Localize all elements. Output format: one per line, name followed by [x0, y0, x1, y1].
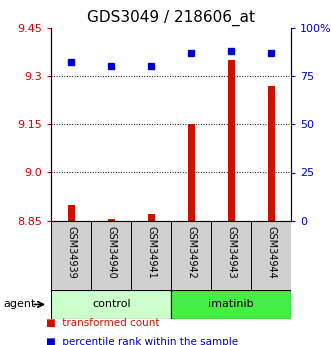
Bar [251, 221, 291, 290]
Text: GSM34939: GSM34939 [66, 226, 76, 279]
Bar [51, 221, 91, 290]
Text: GSM34944: GSM34944 [266, 226, 276, 279]
Bar [68, 205, 75, 221]
Text: control: control [92, 299, 131, 309]
Bar [131, 221, 171, 290]
Bar [148, 214, 155, 221]
Bar [211, 221, 251, 290]
Bar [51, 290, 171, 319]
Bar [188, 124, 195, 221]
Bar [108, 219, 115, 221]
Text: ■  transformed count: ■ transformed count [46, 318, 160, 327]
Text: GSM34942: GSM34942 [186, 226, 196, 279]
Title: GDS3049 / 218606_at: GDS3049 / 218606_at [87, 10, 255, 26]
Bar [91, 221, 131, 290]
Bar [268, 86, 275, 221]
Text: imatinib: imatinib [209, 299, 254, 309]
Text: GSM34943: GSM34943 [226, 226, 236, 279]
Bar [171, 290, 291, 319]
Text: GSM34940: GSM34940 [106, 226, 116, 279]
Bar [228, 60, 235, 221]
Text: agent: agent [3, 299, 36, 309]
Text: ■  percentile rank within the sample: ■ percentile rank within the sample [46, 337, 238, 345]
Bar [171, 221, 211, 290]
Text: GSM34941: GSM34941 [146, 226, 156, 279]
